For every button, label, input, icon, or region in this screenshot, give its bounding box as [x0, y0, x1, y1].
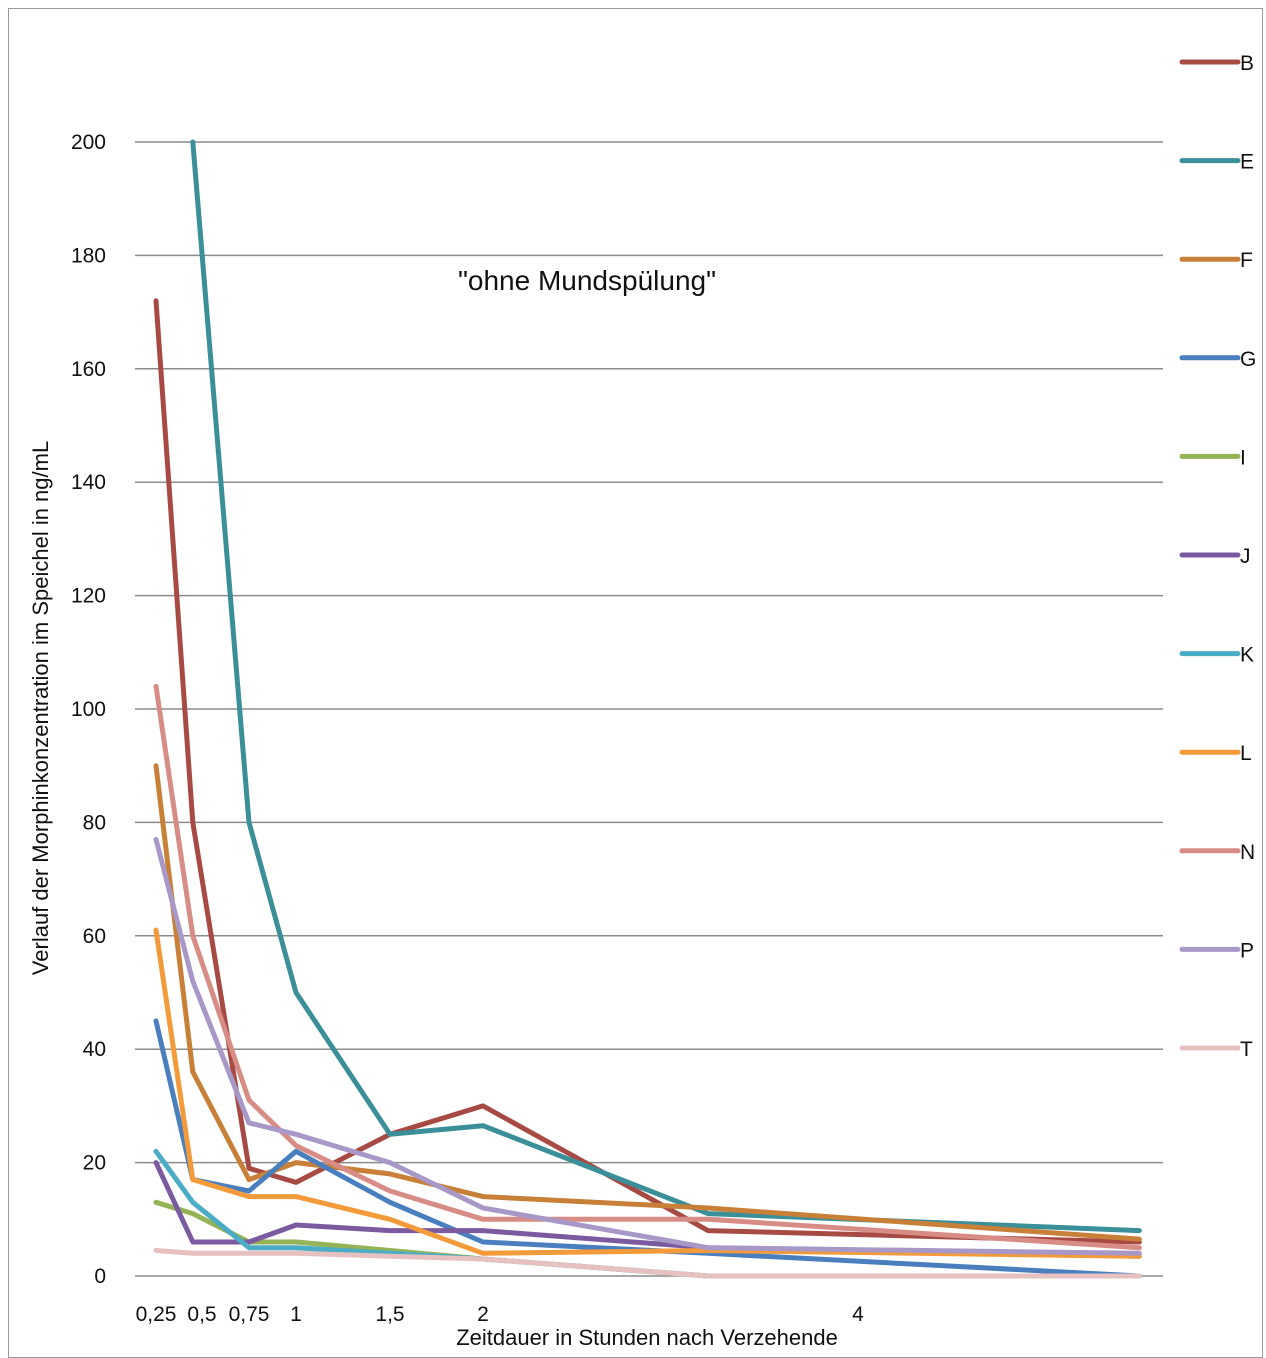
legend-label-J: J [1240, 545, 1251, 568]
series-line-E [190, 139, 1142, 1234]
y-tick-label: 100 [71, 698, 106, 721]
series-line-N [153, 683, 1142, 1251]
series-line-K [153, 1148, 1142, 1279]
y-tick-label: 40 [83, 1038, 106, 1061]
y-tick-label: 160 [71, 358, 106, 381]
y-tick-labels: 0 20 40 60 80 100 120 140 160 180 200 [71, 131, 106, 1288]
series-line-J [153, 1160, 1142, 1259]
y-tick-label: 60 [83, 925, 106, 948]
y-tick-label: 0 [94, 1265, 106, 1288]
y-tick-label: 120 [71, 585, 106, 608]
y-tick-label: 200 [71, 131, 106, 154]
y-tick-label: 140 [71, 471, 106, 494]
legend-label-K: K [1240, 644, 1254, 667]
y-tick-label: 180 [71, 244, 106, 267]
series-line-P [153, 836, 1142, 1256]
series-line-B [153, 298, 1142, 1245]
y-axis-title: Verlauf der Morphinkonzentration im Spei… [28, 441, 53, 975]
x-tick-label: 2 [477, 1303, 489, 1326]
y-tick-label: 80 [83, 811, 106, 834]
x-tick-label: 1,5 [375, 1303, 404, 1326]
series-line-L [153, 927, 1142, 1259]
legend-label-F: F [1240, 249, 1253, 272]
x-tick-label: 0,25 [136, 1303, 177, 1326]
grid-lines [135, 141, 1163, 1277]
x-axis-title: Zeitdauer in Stunden nach Verzehende [456, 1325, 838, 1350]
legend-label-P: P [1240, 939, 1254, 962]
y-tick-label: 20 [83, 1152, 106, 1175]
legend-label-B: B [1240, 52, 1254, 75]
legend-label-N: N [1240, 841, 1255, 864]
legend-label-L: L [1240, 742, 1252, 765]
x-tick-label: 4 [852, 1303, 864, 1326]
chart-annotation: "ohne Mundspülung" [458, 265, 716, 296]
series-line-T [153, 1248, 1142, 1279]
legend-label-I: I [1240, 446, 1246, 469]
x-tick-label: 0,5 [187, 1303, 216, 1326]
x-tick-label: 0,75 [229, 1303, 270, 1326]
legend-label-T: T [1240, 1038, 1253, 1061]
x-tick-label: 1 [290, 1303, 302, 1326]
legend-label-G: G [1240, 348, 1256, 371]
legend-label-E: E [1240, 151, 1254, 174]
series-lines [153, 139, 1142, 1279]
legend: B E F G I J K L N P T [1179, 52, 1256, 1061]
x-tick-labels: 0,25 0,5 0,75 1 1,5 2 4 [136, 1303, 865, 1326]
